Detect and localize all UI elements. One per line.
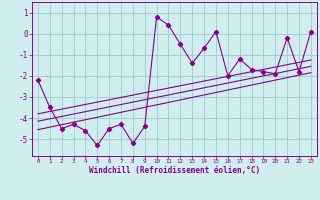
X-axis label: Windchill (Refroidissement éolien,°C): Windchill (Refroidissement éolien,°C) — [89, 166, 260, 175]
